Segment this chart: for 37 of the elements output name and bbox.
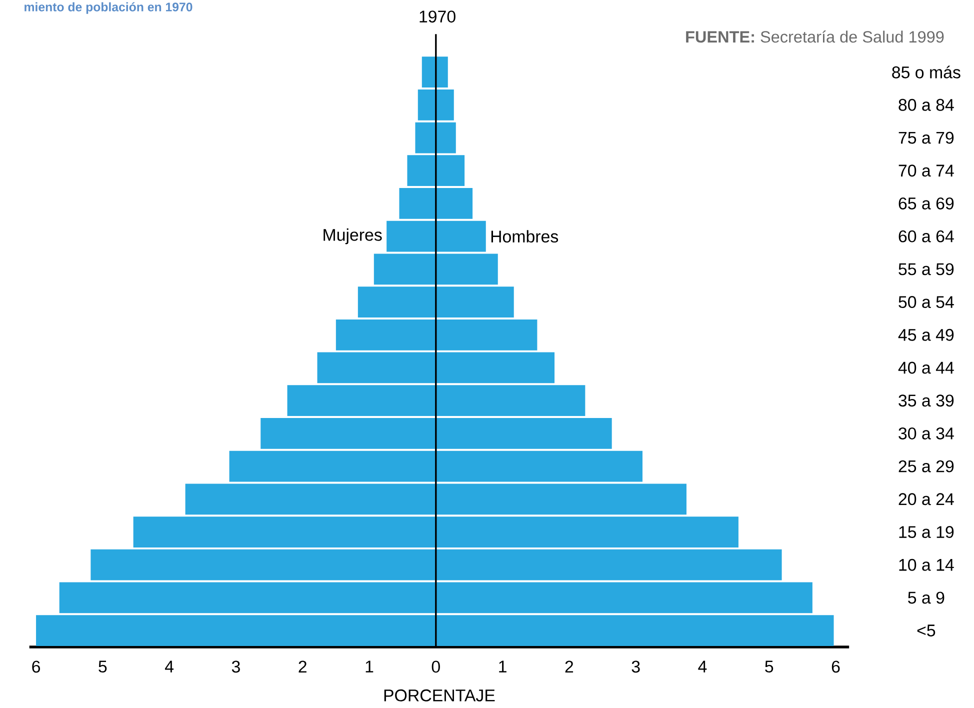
y-tick-label: 75 a 79 (898, 132, 954, 144)
text: FUENTE: Secretaría de Salud 1999 (686, 30, 944, 43)
x-tick-label: 5 (765, 660, 774, 673)
series-label: Hombres (491, 230, 558, 243)
x-tick-label: 5 (98, 660, 107, 673)
y-tick-label: 20 a 24 (898, 493, 954, 506)
x-tick-label: 2 (298, 660, 306, 673)
chart-title: 1970 (420, 10, 456, 23)
x-tick-label: 4 (165, 660, 174, 673)
y-tick-label: 15 a 19 (899, 526, 954, 538)
x-tick-label: 1 (499, 660, 506, 673)
y-tick-label: 65 a 69 (898, 198, 954, 210)
y-tick-label: 85 o más (892, 66, 960, 79)
y-tick-label: 80 a 84 (898, 99, 954, 112)
y-tick-label: 30 a 34 (898, 428, 954, 440)
y-tick-label: 60 a 64 (898, 230, 954, 243)
y-tick-label: 10 a 14 (899, 559, 954, 572)
y-tick-label: 40 a 44 (898, 362, 954, 374)
x-tick-label: 4 (698, 660, 707, 673)
x-tick-label: 6 (32, 660, 40, 673)
y-tick-label: 25 a 29 (898, 460, 954, 473)
series-label: Mujeres (324, 228, 382, 244)
x-axis-title: PORCENTAJE (384, 690, 495, 702)
text: miento de población en 1970 (24, 2, 192, 14)
x-tick-label: 3 (232, 660, 240, 673)
x-tick-label: 0 (432, 660, 440, 673)
x-tick-label: 2 (565, 660, 574, 673)
x-tick-label: 1 (366, 660, 374, 673)
y-tick-label: 45 a 49 (898, 329, 954, 342)
y-tick-label: 35 a 39 (898, 394, 954, 407)
y-tick-label: 70 a 74 (898, 164, 954, 177)
x-tick-label: 6 (832, 660, 840, 673)
x-tick-label: 3 (632, 660, 640, 673)
y-tick-label: <5 (917, 624, 936, 637)
y-tick-label: 55 a 59 (898, 263, 954, 276)
y-tick-label: 5 a 9 (908, 592, 944, 604)
y-tick-label: 50 a 54 (898, 296, 954, 308)
